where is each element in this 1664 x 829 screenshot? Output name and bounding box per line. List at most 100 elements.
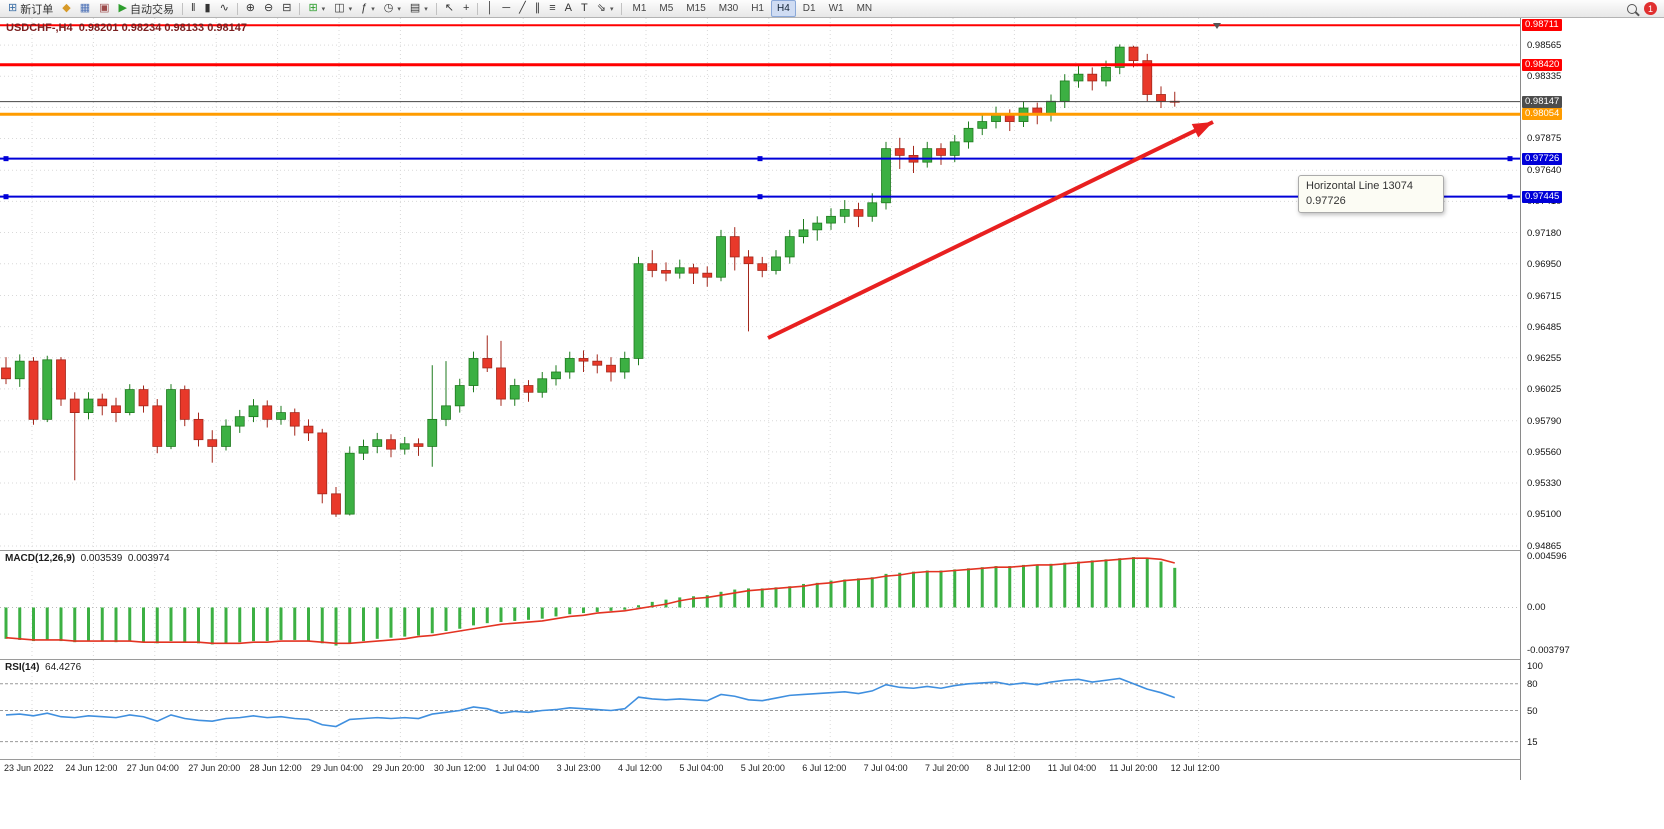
cursor-button[interactable]: ↖ <box>441 0 458 17</box>
terminal-button[interactable]: ▣ <box>95 0 113 17</box>
timeframe-h4-button-label: H4 <box>777 3 790 14</box>
candles <box>1 44 1180 517</box>
price-tick: 0.96950 <box>1527 258 1562 270</box>
zoom-out-button[interactable]: ⊖ <box>260 0 277 17</box>
chevron-down-icon: ▾ <box>371 5 375 13</box>
auto-trading-button[interactable]: ▶ 自动交易 <box>115 0 178 17</box>
chevron-down-icon: ▾ <box>348 5 353 13</box>
profiles-icon: ◫ <box>334 2 345 14</box>
profiles-button[interactable]: ◫ ▾ <box>330 0 356 17</box>
price-tick: 0.97640 <box>1527 165 1562 177</box>
timeframe-m30-button[interactable]: M30 <box>713 0 744 17</box>
trendline-icon: ╱ <box>519 2 526 14</box>
cursor-icon: ↖ <box>444 2 455 14</box>
timeframe-h1-button[interactable]: H1 <box>745 0 770 17</box>
timeframe-mn-button[interactable]: MN <box>851 0 879 17</box>
price-tick: 0.96715 <box>1527 290 1562 302</box>
price-tick: 0.96255 <box>1527 352 1562 364</box>
new-order-button[interactable]: ⊞ 新订单 <box>4 0 57 17</box>
indicators-button[interactable]: ƒ ▾ <box>357 0 379 17</box>
price-tick: 0.95330 <box>1527 477 1562 489</box>
crosshair-button[interactable]: + <box>459 0 473 17</box>
timeframe-d1-button[interactable]: D1 <box>797 0 822 17</box>
periods-icon: ◷ <box>383 2 394 14</box>
timeframe-m5-button[interactable]: M5 <box>653 0 679 17</box>
macd-panel[interactable]: MACD(12,26,9) 0.003539 0.003974 <box>0 551 1520 659</box>
text-button[interactable]: A <box>561 0 576 17</box>
price-tick: 0.95790 <box>1527 415 1562 427</box>
metaeditor-button[interactable]: ◆ <box>58 0 74 17</box>
main-chart-canvas[interactable] <box>0 18 1520 550</box>
macd-name: MACD(12,26,9) <box>5 553 76 564</box>
line-handle[interactable] <box>3 156 9 162</box>
channel-button[interactable]: ∥ <box>531 0 545 17</box>
new-chart-button[interactable]: ⊞ ▾ <box>304 0 329 17</box>
vertical-line-button[interactable]: │ <box>482 0 497 17</box>
chevron-down-icon: ▾ <box>397 5 401 13</box>
horizontal-line-icon: ─ <box>502 2 511 14</box>
price-tick: 0.98105 <box>1527 102 1561 113</box>
fibonacci-button[interactable]: ≡ <box>545 0 559 17</box>
line-handle[interactable] <box>3 194 9 200</box>
timeframe-m1-button[interactable]: M1 <box>626 0 652 17</box>
timeframe-m15-button[interactable]: M15 <box>680 0 711 17</box>
chart-shift-marker[interactable] <box>1213 23 1221 29</box>
rsi-canvas[interactable] <box>0 660 1520 759</box>
macd-canvas[interactable] <box>0 551 1520 659</box>
time-label: 6 Jul 12:00 <box>802 763 847 773</box>
auto-trading-icon: ▶ <box>118 2 127 14</box>
macd-tick: -0.003797 <box>1527 645 1570 656</box>
zoom-in-button[interactable]: ⊕ <box>242 0 259 17</box>
search-button[interactable] <box>1627 3 1637 14</box>
market-watch-icon: ▦ <box>79 2 91 14</box>
panel-splitter[interactable] <box>0 659 1664 660</box>
toolbar-separator <box>236 2 238 15</box>
main-chart-panel[interactable]: USDCHF-,H4 0.98201 0.98234 0.98133 0.981… <box>0 18 1520 550</box>
time-axis: 23 Jun 2022 24 Jun 12:00 27 Jun 04:00 27 Ju… <box>0 760 1520 780</box>
panel-splitter[interactable] <box>0 759 1664 760</box>
bar-chart-button[interactable]: ‖ <box>187 0 200 17</box>
time-label: 23 Jun 2022 <box>4 763 54 773</box>
line-handle[interactable] <box>1507 156 1513 162</box>
price-tick: 0.98565 <box>1527 40 1562 52</box>
time-label: 8 Jul 12:00 <box>986 763 1031 773</box>
auto-trading-button-label: 自动交易 <box>129 3 174 16</box>
timeframe-w1-button[interactable]: W1 <box>823 0 850 17</box>
horizontal-line-button[interactable]: ─ <box>498 0 514 17</box>
price-label-0.98711: 0.98711 <box>1522 19 1562 32</box>
panel-splitter[interactable] <box>0 550 1664 551</box>
price-label-0.97726: 0.97726 <box>1522 152 1563 165</box>
label-button[interactable]: T <box>577 0 592 17</box>
notification-badge[interactable]: 1 <box>1644 2 1657 15</box>
rsi-panel[interactable]: RSI(14) 64.4276 <box>0 660 1520 759</box>
time-label: 28 Jun 12:00 <box>249 763 302 773</box>
tooltip-value: 0.97726 <box>1306 195 1346 207</box>
macd-tick: 0.004596 <box>1527 551 1567 562</box>
tooltip-title: Horizontal Line 13074 <box>1306 180 1414 192</box>
market-watch-button[interactable]: ▦ <box>76 0 94 17</box>
current-price-label: 0.98147 <box>1522 95 1563 108</box>
terminal-icon: ▣ <box>99 2 110 14</box>
time-label: 24 Jun 12:00 <box>65 763 118 773</box>
line-handle[interactable] <box>1507 194 1513 200</box>
macd-tick: 0.00 <box>1527 602 1546 614</box>
periods-button[interactable]: ◷ ▾ <box>380 0 405 17</box>
toolbar-separator <box>181 2 183 15</box>
price-tick: 0.94865 <box>1527 540 1562 552</box>
rsi-value: 64.4276 <box>45 662 82 673</box>
trend-arrow[interactable] <box>767 120 1214 340</box>
trendline-button[interactable]: ╱ <box>515 0 530 17</box>
chevron-down-icon: ▾ <box>609 5 614 13</box>
candlestick-button[interactable]: ▮ <box>201 0 215 17</box>
line-handle[interactable] <box>757 156 763 162</box>
timeframe-h4-button[interactable]: H4 <box>771 0 796 17</box>
line-handle[interactable] <box>757 194 763 200</box>
time-label: 5 Jul 20:00 <box>740 763 785 773</box>
templates-button[interactable]: ▤ ▾ <box>406 0 432 17</box>
toolbar-separator <box>435 2 437 15</box>
line-chart-button[interactable]: ∿ <box>216 0 233 17</box>
zoom-out-icon: ⊖ <box>264 2 274 14</box>
arrows-button[interactable]: ⇘ ▾ <box>593 0 618 17</box>
tile-windows-button[interactable]: ⊟ <box>278 0 295 17</box>
